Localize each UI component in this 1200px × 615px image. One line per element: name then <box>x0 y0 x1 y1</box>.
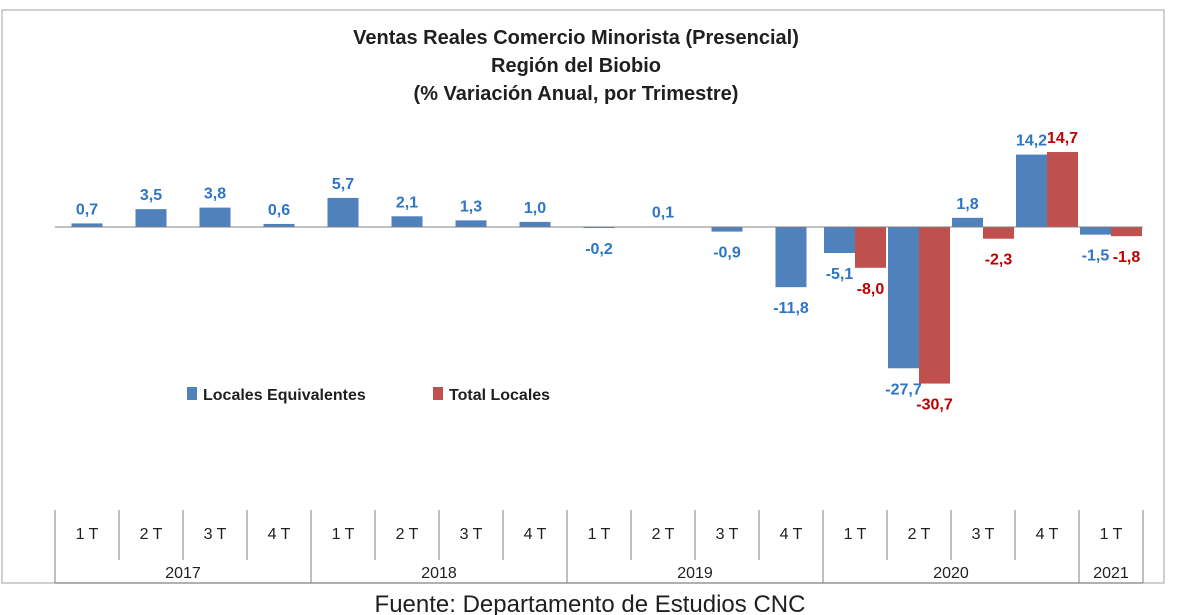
data-label-total-locales: 14,7 <box>1047 130 1078 147</box>
quarter-label: 1 T <box>332 526 355 543</box>
quarter-label: 2 T <box>652 526 675 543</box>
quarter-label: 3 T <box>460 526 483 543</box>
chart-title-line-2: Región del Biobio <box>491 55 661 77</box>
quarter-label: 4 T <box>780 526 803 543</box>
legend: Locales Equivalentes Total Locales <box>187 387 550 404</box>
bar-total-locales <box>1047 152 1078 227</box>
legend-label-locales-equivalentes: Locales Equivalentes <box>203 387 366 404</box>
data-label-total-locales: -1,8 <box>1113 249 1141 266</box>
data-label-locales-equivalentes: 1,3 <box>460 198 482 215</box>
quarter-label: 4 T <box>524 526 547 543</box>
data-label-locales-equivalentes: 14,2 <box>1016 133 1047 150</box>
legend-label-total-locales: Total Locales <box>449 387 550 404</box>
bar-locales-equivalentes <box>391 216 423 227</box>
data-label-locales-equivalentes: 1,0 <box>524 200 546 217</box>
quarter-label: 1 T <box>588 526 611 543</box>
bar-total-locales <box>855 227 886 268</box>
data-label-total-locales: -30,7 <box>916 397 953 414</box>
data-label-locales-equivalentes: 5,7 <box>332 176 354 193</box>
quarter-label: 1 T <box>1100 526 1123 543</box>
chart-title-line-1: Ventas Reales Comercio Minorista (Presen… <box>353 27 799 49</box>
quarter-label: 1 T <box>844 526 867 543</box>
quarter-label: 3 T <box>716 526 739 543</box>
data-label-locales-equivalentes: -0,2 <box>585 241 613 258</box>
data-label-locales-equivalentes: 1,8 <box>956 196 978 213</box>
quarter-label: 4 T <box>268 526 291 543</box>
year-label: 2017 <box>165 565 201 582</box>
bar-locales-equivalentes <box>263 223 295 227</box>
bar-locales-equivalentes <box>71 223 103 227</box>
bar-locales-equivalentes <box>952 217 983 227</box>
bar-locales-equivalentes <box>711 227 743 232</box>
legend-swatch-total-locales <box>433 387 443 400</box>
year-label: 2018 <box>421 565 457 582</box>
data-label-locales-equivalentes: 3,5 <box>140 187 162 204</box>
bar-total-locales <box>919 227 950 384</box>
bar-locales-equivalentes <box>519 221 551 227</box>
year-label: 2021 <box>1093 565 1129 582</box>
bar-locales-equivalentes <box>888 227 919 369</box>
quarter-label: 2 T <box>140 526 163 543</box>
bar-locales-equivalentes <box>824 227 855 254</box>
data-label-locales-equivalentes: 0,6 <box>268 202 290 219</box>
data-label-locales-equivalentes: 0,1 <box>652 204 674 221</box>
bar-total-locales <box>1111 227 1142 237</box>
data-labels-group: 0,7 3,5 3,8 0,6 5,7 2,1 1,3 1,0 -0,2 0,1 -0,9 -11,8… <box>76 130 1141 414</box>
bar-locales-equivalentes <box>327 197 359 227</box>
data-label-locales-equivalentes: 3,8 <box>204 186 226 203</box>
data-label-total-locales: -2,3 <box>985 252 1013 269</box>
year-label: 2019 <box>677 565 713 582</box>
data-label-locales-equivalentes: -0,9 <box>713 245 741 262</box>
quarter-label: 4 T <box>1036 526 1059 543</box>
bars-group <box>71 152 1142 384</box>
bar-locales-equivalentes <box>1080 227 1111 235</box>
legend-swatch-locales-equivalentes <box>187 387 197 400</box>
data-label-locales-equivalentes: -5,1 <box>826 266 854 283</box>
bar-locales-equivalentes <box>199 207 231 227</box>
quarter-label: 2 T <box>908 526 931 543</box>
year-label: 2020 <box>933 565 969 582</box>
chart-title: Ventas Reales Comercio Minorista (Presen… <box>353 27 799 105</box>
source-note: Fuente: Departamento de Estudios CNC <box>375 591 806 615</box>
data-label-locales-equivalentes: -1,5 <box>1082 248 1110 265</box>
quarter-label: 2 T <box>396 526 419 543</box>
bar-locales-equivalentes <box>775 227 807 288</box>
category-axis: 1 T 2 T 3 T 4 T 1 T 2 T 3 T 4 T 1 T 2 T 3 T 4 T 1 T 2… <box>54 510 1144 584</box>
bar-locales-equivalentes <box>455 220 487 227</box>
data-label-locales-equivalentes: 2,1 <box>396 194 418 211</box>
bar-total-locales <box>983 227 1014 239</box>
data-label-locales-equivalentes: 0,7 <box>76 201 98 218</box>
quarter-label: 1 T <box>76 526 99 543</box>
data-label-locales-equivalentes: -11,8 <box>773 300 809 317</box>
bar-locales-equivalentes <box>1016 154 1047 227</box>
quarter-label: 3 T <box>204 526 227 543</box>
data-label-total-locales: -8,0 <box>857 281 885 298</box>
quarter-label: 3 T <box>972 526 995 543</box>
data-label-locales-equivalentes: -27,7 <box>885 381 922 398</box>
bar-locales-equivalentes <box>135 209 167 227</box>
chart-title-line-3: (% Variación Anual, por Trimestre) <box>414 83 739 105</box>
bar-locales-equivalentes <box>583 227 615 229</box>
